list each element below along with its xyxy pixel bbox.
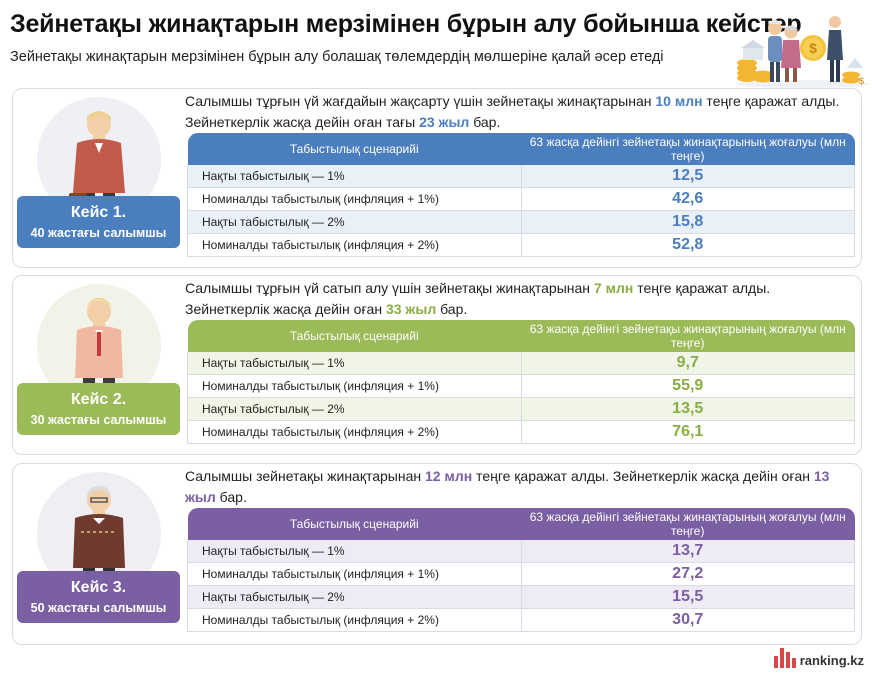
table-row: Нақты табыстылық — 1% 12,5: [187, 165, 855, 188]
case-1-amount: 10 млн: [655, 93, 703, 109]
row-label: Номиналды табыстылық (инфляция + 2%): [187, 608, 521, 632]
case-1-desc-text-b: теңге қаражат алды. Зейнеткерлік жасқа д…: [185, 93, 840, 130]
case-card-3: Кейс 3. 50 жастағы салымшы Салымшы зейне…: [12, 463, 862, 645]
table-row: Нақты табыстылық — 2% 15,8: [187, 210, 855, 234]
svg-text:$: $: [859, 76, 864, 86]
case-1-age: 40 жастағы салымшы: [30, 226, 167, 240]
case-2-description: Салымшы тұрғын үй сатып алу үшін зейнета…: [185, 278, 855, 320]
case-3-title: Кейс 3.: [70, 579, 127, 596]
case-3-age: 50 жастағы салымшы: [30, 601, 167, 615]
row-value: 42,6: [520, 187, 855, 211]
row-value: 76,1: [520, 420, 855, 444]
case-1-description: Салымшы тұрғын үй жағдайын жақсарту үшін…: [185, 91, 855, 133]
table-row: Номиналды табыстылық (инфляция + 1%) 42,…: [187, 187, 855, 211]
page-subtitle: Зейнетақы жинақтарын мерзімінен бұрын ал…: [10, 49, 664, 65]
case-2-years: 33 жыл: [385, 301, 437, 317]
case-3-table: Табыстылық сценарийі 63 жасқа дейінгі зе…: [187, 508, 855, 632]
header-scenario: Табыстылық сценарийі: [187, 320, 521, 352]
row-label: Нақты табыстылық — 1%: [187, 352, 521, 375]
table-row: Нақты табыстылық — 2% 13,5: [187, 397, 855, 421]
row-label: Номиналды табыстылық (инфляция + 1%): [187, 374, 521, 398]
bar-chart-icon: [773, 648, 796, 668]
table-row: Нақты табыстылық — 1% 9,7: [187, 352, 855, 375]
row-value: 30,7: [520, 608, 855, 632]
header-loss: 63 жасқа дейінгі зейнетақы жинақтарының …: [521, 133, 855, 165]
row-label: Нақты табыстылық — 1%: [187, 540, 521, 563]
case-3-desc-text-a: Салымшы зейнетақы жинақтарынан: [185, 468, 425, 484]
case-2-desc-text-c: бар.: [436, 301, 468, 317]
case-2-age: 30 жастағы салымшы: [30, 413, 167, 427]
case-2-badge: Кейс 2. 30 жастағы салымшы: [17, 383, 180, 435]
header-loss: 63 жасқа дейінгі зейнетақы жинақтарының …: [521, 508, 855, 540]
row-label: Нақты табыстылық — 1%: [187, 165, 521, 188]
case-1-title: Кейс 1.: [70, 204, 127, 221]
case-1-badge: Кейс 1. 40 жастағы салымшы: [17, 196, 180, 248]
row-label: Номиналды табыстылық (инфляция + 1%): [187, 187, 521, 211]
table-row: Номиналды табыстылық (инфляция + 2%) 30,…: [187, 608, 855, 632]
case-1-desc-text-a: Салымшы тұрғын үй жағдайын жақсарту үшін…: [185, 93, 656, 109]
case-2-desc-text-a: Салымшы тұрғын үй сатып алу үшін зейнета…: [185, 280, 594, 296]
case-3-amount: 12 млн: [425, 468, 473, 484]
case-2-desc-text-b: теңге қаражат алды. Зейнеткерлік жасқа д…: [185, 280, 771, 317]
case-1-desc-text-c: бар.: [469, 114, 501, 130]
row-label: Номиналды табыстылық (инфляция + 2%): [187, 233, 521, 257]
row-value: 13,5: [520, 397, 855, 421]
case-3-desc-text-b: теңге қаражат алды. Зейнеткерлік жасқа д…: [472, 468, 814, 484]
table-row: Нақты табыстылық — 2% 15,5: [187, 585, 855, 609]
row-value: 55,9: [520, 374, 855, 398]
ranking-logo: ranking.kz: [773, 648, 864, 668]
case-2-title: Кейс 2.: [70, 391, 127, 408]
case-3-description: Салымшы зейнетақы жинақтарынан 12 млн те…: [185, 466, 855, 508]
row-label: Нақты табыстылық — 2%: [187, 585, 521, 609]
table-row: Номиналды табыстылық (инфляция + 2%) 52,…: [187, 233, 855, 257]
row-label: Нақты табыстылық — 2%: [187, 397, 521, 421]
row-value: 15,8: [520, 210, 855, 234]
table-header-row: Табыстылық сценарийі 63 жасқа дейінгі зе…: [187, 320, 855, 352]
case-3-desc-text-c: бар.: [215, 489, 247, 505]
header-loss: 63 жасқа дейінгі зейнетақы жинақтарының …: [521, 320, 855, 352]
row-label: Номиналды табыстылық (инфляция + 2%): [187, 420, 521, 444]
svg-text:$: $: [809, 40, 817, 56]
table-row: Номиналды табыстылық (инфляция + 1%) 55,…: [187, 374, 855, 398]
pension-illustration: $ $: [737, 16, 869, 88]
case-3-badge: Кейс 3. 50 жастағы салымшы: [17, 571, 180, 623]
case-1-table: Табыстылық сценарийі 63 жасқа дейінгі зе…: [187, 133, 855, 257]
row-value: 15,5: [520, 585, 855, 609]
row-value: 27,2: [520, 562, 855, 586]
case-3-years: 13 жыл: [185, 468, 830, 505]
page-title: Зейнетақы жинақтарын мерзімінен бұрын ал…: [10, 10, 802, 38]
case-card-2: Кейс 2. 30 жастағы салымшы Салымшы тұрғы…: [12, 275, 862, 455]
row-label: Нақты табыстылық — 2%: [187, 210, 521, 234]
row-value: 52,8: [520, 233, 855, 257]
table-row: Номиналды табыстылық (инфляция + 1%) 27,…: [187, 562, 855, 586]
header-scenario: Табыстылық сценарийі: [187, 508, 521, 540]
table-row: Нақты табыстылық — 1% 13,7: [187, 540, 855, 563]
header-scenario: Табыстылық сценарийі: [187, 133, 521, 165]
case-card-1: Кейс 1. 40 жастағы салымшы Салымшы тұрғы…: [12, 88, 862, 268]
table-header-row: Табыстылық сценарийі 63 жасқа дейінгі зе…: [187, 133, 855, 165]
row-value: 13,7: [520, 540, 855, 563]
row-value: 12,5: [520, 165, 855, 188]
table-header-row: Табыстылық сценарийі 63 жасқа дейінгі зе…: [187, 508, 855, 540]
case-2-amount: 7 млн: [593, 280, 634, 296]
row-value: 9,7: [520, 352, 855, 375]
table-row: Номиналды табыстылық (инфляция + 2%) 76,…: [187, 420, 855, 444]
logo-text: ranking.kz: [799, 653, 864, 668]
case-1-years: 23 жыл: [419, 114, 470, 130]
row-label: Номиналды табыстылық (инфляция + 1%): [187, 562, 521, 586]
case-2-table: Табыстылық сценарийі 63 жасқа дейінгі зе…: [187, 320, 855, 444]
